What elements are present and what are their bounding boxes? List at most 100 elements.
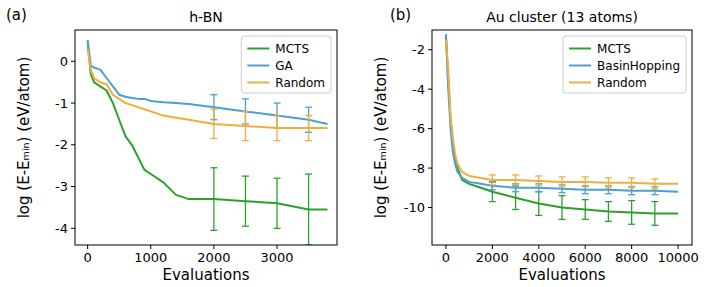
figure: 0100020003000-4-3-2-10h-BN(a)Evaluations… <box>0 0 704 287</box>
error-bar-cap <box>628 200 635 201</box>
x-tick-label: 2000 <box>476 250 509 265</box>
y-tick <box>71 61 75 62</box>
y-tick <box>428 207 432 208</box>
error-bar <box>628 201 635 225</box>
error-bar <box>210 109 217 138</box>
error-bar <box>559 177 566 187</box>
error-bar-line <box>561 177 562 187</box>
y-tick-label: -2 <box>55 137 68 152</box>
error-bar-cap <box>559 192 566 193</box>
panel-label: (a) <box>6 6 27 24</box>
error-bar <box>628 187 635 195</box>
error-bar <box>210 168 217 231</box>
error-bar-cap <box>242 111 249 112</box>
x-tick <box>277 245 278 249</box>
legend-label: BasinHopping <box>597 59 680 73</box>
error-bar <box>305 116 312 141</box>
x-axis-label: Evaluations <box>163 266 250 284</box>
legend-label: Random <box>597 76 647 90</box>
x-tick-label: 1000 <box>134 250 167 265</box>
y-tick-label: -2 <box>412 42 425 57</box>
error-bar-line <box>213 168 214 231</box>
error-bar <box>605 202 612 222</box>
series-line <box>88 40 328 209</box>
y-tick-label: -3 <box>55 179 68 194</box>
error-bar-cap <box>628 187 635 188</box>
panel-label: (b) <box>390 6 411 24</box>
error-bar-line <box>492 175 493 185</box>
error-bar-cap <box>559 176 566 177</box>
x-tick-label: 8000 <box>615 250 648 265</box>
error-bar-line <box>585 177 586 187</box>
error-bar-cap <box>535 185 542 186</box>
error-bar <box>605 178 612 188</box>
legend: MCTSBasinHoppingRandom <box>563 36 686 93</box>
legend: MCTSGARandom <box>241 36 331 93</box>
error-bar-cap <box>210 167 217 168</box>
error-bar-line <box>213 109 214 138</box>
legend-label: MCTS <box>275 42 309 56</box>
error-bar-cap <box>628 194 635 195</box>
x-tick-label: 6000 <box>569 250 602 265</box>
plot-frame <box>75 30 337 245</box>
y-tick <box>71 228 75 229</box>
error-bar-cap <box>605 187 612 188</box>
error-bar-line <box>631 201 632 225</box>
error-bar-line <box>585 200 586 220</box>
error-bar-cap <box>242 140 249 141</box>
error-bar-cap <box>582 219 589 220</box>
error-bar-cap <box>489 184 496 185</box>
y-tick-label: -1 <box>55 96 68 111</box>
y-tick <box>428 89 432 90</box>
error-bar-cap <box>274 140 281 141</box>
error-bar <box>651 179 658 189</box>
error-bar-cap <box>582 186 589 187</box>
error-bar-line <box>654 179 655 189</box>
y-tick-label: -4 <box>412 82 425 97</box>
x-tick-label: 2000 <box>197 250 230 265</box>
x-tick-label: 10000 <box>657 250 698 265</box>
error-bar-cap <box>651 178 658 179</box>
error-bar-cap <box>605 221 612 222</box>
error-bar-cap <box>305 140 312 141</box>
series-line <box>88 40 328 123</box>
legend-swatch <box>569 82 591 84</box>
error-bar <box>489 175 496 185</box>
error-bar <box>512 175 519 185</box>
error-bar-cap <box>305 107 312 108</box>
x-tick <box>150 245 151 249</box>
error-bar <box>535 176 542 186</box>
y-axis-label: log (E-Eₘᵢₙ) (eV/atom) <box>372 57 390 219</box>
legend-label: Random <box>275 76 325 90</box>
error-bar <box>242 176 249 226</box>
error-bar <box>512 184 519 192</box>
error-bar-cap <box>651 201 658 202</box>
error-bar-cap <box>305 115 312 116</box>
error-bar <box>559 196 566 220</box>
y-tick <box>71 144 75 145</box>
error-bar-cap <box>605 177 612 178</box>
error-bar-line <box>654 202 655 226</box>
error-bar-cap <box>582 193 589 194</box>
error-bar-cap <box>242 226 249 227</box>
chart-title: Au cluster (13 atoms) <box>486 9 638 25</box>
error-bar-cap <box>535 175 542 176</box>
error-bar-cap <box>582 176 589 177</box>
error-bar-line <box>538 176 539 186</box>
error-bar-cap <box>628 224 635 225</box>
error-bar-cap <box>559 219 566 220</box>
legend-swatch <box>247 48 269 50</box>
error-bar-cap <box>605 201 612 202</box>
error-bar-cap <box>605 193 612 194</box>
x-tick <box>678 245 679 249</box>
error-bar-cap <box>274 102 281 103</box>
x-tick-label: 0 <box>83 250 91 265</box>
y-tick <box>71 103 75 104</box>
error-bar-line <box>608 202 609 222</box>
error-bar-cap <box>274 178 281 179</box>
error-bar <box>535 192 542 216</box>
legend-swatch <box>247 82 269 84</box>
y-tick-label: 0 <box>60 54 68 69</box>
error-bar-cap <box>582 199 589 200</box>
x-tick-label: 4000 <box>522 250 555 265</box>
